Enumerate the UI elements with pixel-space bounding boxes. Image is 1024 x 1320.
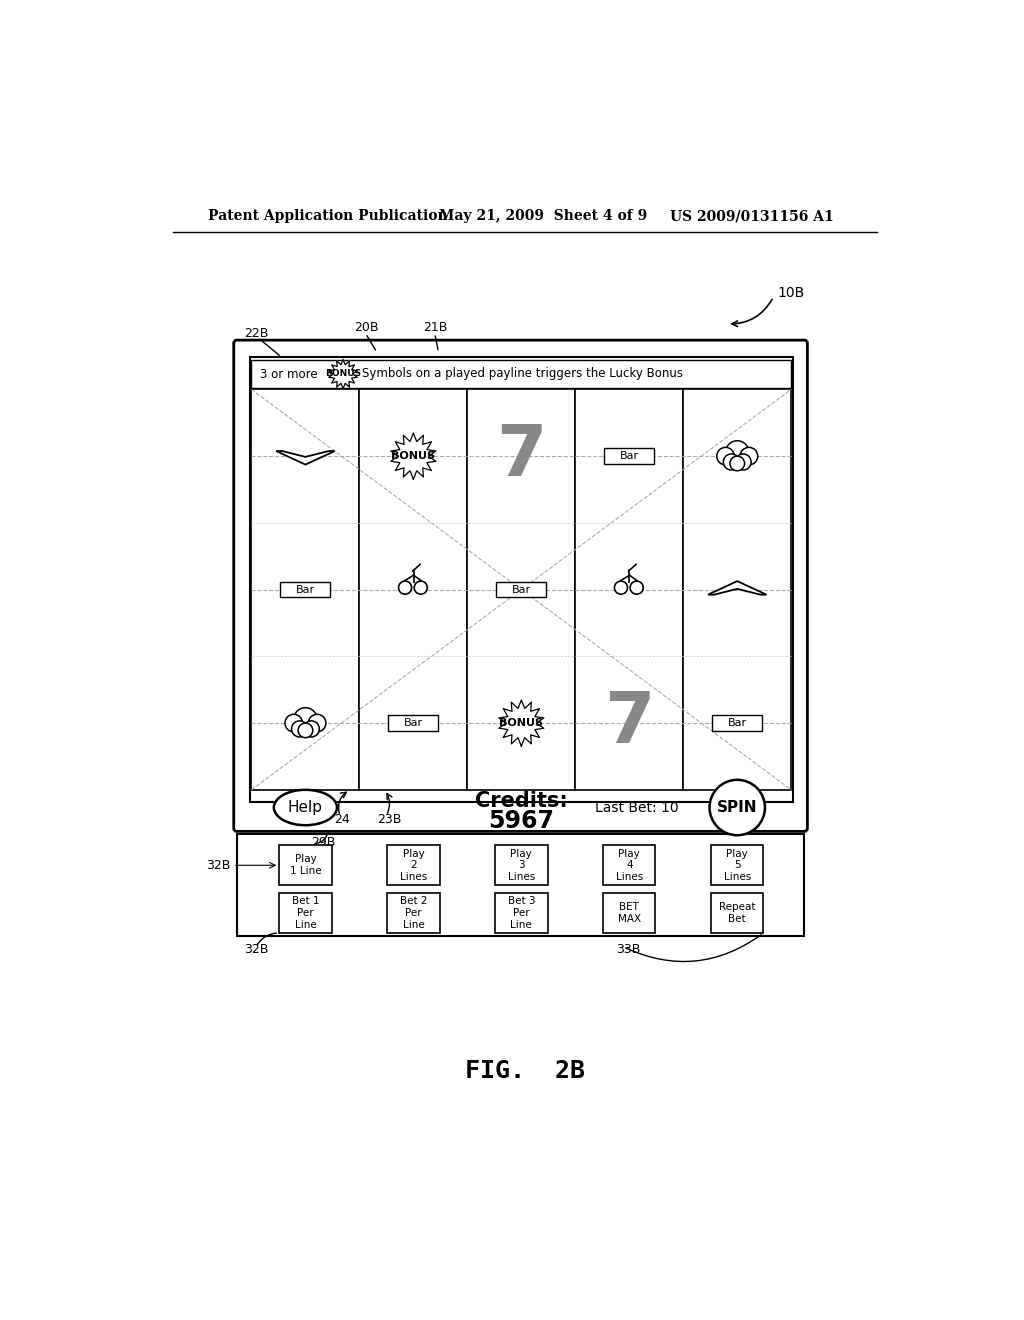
- Bar: [280, 892, 332, 933]
- Bar: [575, 389, 683, 789]
- Text: Credits:: Credits:: [475, 792, 567, 812]
- Text: Bar: Bar: [512, 585, 530, 594]
- Bar: [252, 360, 792, 388]
- Text: Play
5
Lines: Play 5 Lines: [724, 849, 751, 882]
- Polygon shape: [499, 700, 544, 746]
- Bar: [237, 834, 804, 936]
- Text: BONUS: BONUS: [391, 451, 435, 461]
- Text: BONUS: BONUS: [325, 370, 361, 379]
- Text: 7: 7: [497, 421, 547, 491]
- Circle shape: [285, 714, 302, 731]
- Circle shape: [294, 708, 317, 731]
- Text: Bar: Bar: [403, 718, 423, 729]
- Circle shape: [398, 581, 412, 594]
- Text: Play
4
Lines: Play 4 Lines: [615, 849, 643, 882]
- Text: 33B: 33B: [615, 944, 640, 957]
- Polygon shape: [391, 433, 436, 479]
- Polygon shape: [329, 359, 357, 388]
- Circle shape: [303, 721, 319, 737]
- Bar: [713, 715, 762, 731]
- Circle shape: [308, 714, 326, 731]
- Bar: [359, 389, 467, 789]
- Text: Bet 3
Per
Line: Bet 3 Per Line: [508, 896, 536, 929]
- Circle shape: [740, 447, 758, 465]
- Bar: [496, 892, 548, 933]
- Text: Help: Help: [288, 800, 323, 814]
- Text: 29B: 29B: [311, 836, 336, 849]
- Bar: [250, 358, 793, 803]
- Bar: [711, 845, 764, 886]
- Text: Play
2
Lines: Play 2 Lines: [399, 849, 427, 882]
- Bar: [496, 845, 548, 886]
- Text: 20B: 20B: [354, 321, 378, 334]
- Text: Bar: Bar: [620, 451, 639, 461]
- Text: BET
MAX: BET MAX: [617, 902, 641, 924]
- Bar: [604, 449, 654, 463]
- Polygon shape: [412, 564, 421, 572]
- Bar: [387, 892, 439, 933]
- Text: SPIN: SPIN: [717, 800, 758, 814]
- Polygon shape: [628, 564, 636, 572]
- Circle shape: [710, 780, 765, 836]
- Text: Play
3
Lines: Play 3 Lines: [508, 849, 535, 882]
- Text: Last Bet: 10: Last Bet: 10: [595, 800, 679, 814]
- Text: 3 or more: 3 or more: [260, 367, 317, 380]
- Bar: [603, 845, 655, 886]
- Circle shape: [614, 581, 628, 594]
- Text: 7: 7: [604, 689, 654, 758]
- Bar: [711, 892, 764, 933]
- Text: BONUS: BONUS: [500, 718, 544, 729]
- Text: 21B: 21B: [423, 321, 447, 334]
- Bar: [252, 389, 359, 789]
- Bar: [388, 715, 438, 731]
- Circle shape: [292, 721, 307, 737]
- Text: Play
1 Line: Play 1 Line: [290, 854, 322, 876]
- Text: Bet 1
Per
Line: Bet 1 Per Line: [292, 896, 319, 929]
- Bar: [467, 389, 575, 789]
- Text: 10B: 10B: [777, 286, 805, 300]
- Text: May 21, 2009  Sheet 4 of 9: May 21, 2009 Sheet 4 of 9: [438, 209, 647, 223]
- Text: Patent Application Publication: Patent Application Publication: [208, 209, 447, 223]
- Circle shape: [723, 454, 739, 470]
- Bar: [280, 845, 332, 886]
- PathPatch shape: [708, 581, 767, 595]
- Text: Bar: Bar: [728, 718, 746, 729]
- Text: 24: 24: [334, 813, 349, 825]
- Circle shape: [730, 457, 744, 471]
- Text: Symbols on a played payline triggers the Lucky Bonus: Symbols on a played payline triggers the…: [361, 367, 683, 380]
- Bar: [603, 892, 655, 933]
- FancyBboxPatch shape: [233, 341, 807, 832]
- PathPatch shape: [276, 451, 335, 465]
- Circle shape: [726, 441, 749, 465]
- Text: Repeat
Bet: Repeat Bet: [719, 902, 756, 924]
- Bar: [683, 389, 792, 789]
- Text: 32B: 32B: [245, 944, 269, 957]
- Circle shape: [735, 454, 752, 470]
- Ellipse shape: [273, 789, 337, 825]
- Text: US 2009/0131156 A1: US 2009/0131156 A1: [670, 209, 834, 223]
- Text: 23B: 23B: [377, 813, 401, 825]
- Circle shape: [298, 723, 312, 738]
- Circle shape: [717, 447, 734, 465]
- Text: 32B: 32B: [206, 859, 230, 871]
- Text: Bar: Bar: [296, 585, 315, 594]
- Circle shape: [630, 581, 643, 594]
- Text: 5967: 5967: [488, 809, 554, 833]
- Text: 22B: 22B: [245, 327, 269, 341]
- Text: Bet 2
Per
Line: Bet 2 Per Line: [399, 896, 427, 929]
- Bar: [497, 582, 547, 598]
- Bar: [387, 845, 439, 886]
- Circle shape: [415, 581, 427, 594]
- Bar: [281, 582, 331, 598]
- Text: FIG.  2B: FIG. 2B: [465, 1059, 585, 1082]
